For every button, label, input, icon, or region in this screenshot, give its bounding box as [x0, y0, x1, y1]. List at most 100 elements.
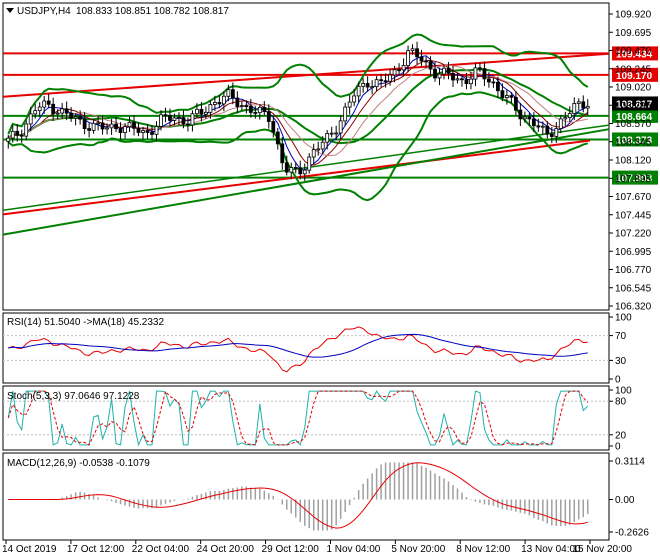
rsi-panel-frame: [2, 312, 610, 384]
candle-body: [10, 130, 15, 139]
candle-body: [343, 106, 348, 122]
candle-body: [460, 78, 464, 81]
level-tag-109.434: [612, 46, 658, 61]
candle-body: [19, 134, 24, 137]
stoch-label: Stoch(5,3,3) 97.0646 97.1228: [7, 391, 140, 402]
candle-body: [356, 85, 361, 97]
upper-trendline: [2, 52, 610, 98]
y-tick-label: 109.470: [615, 46, 652, 57]
candle-body: [132, 121, 136, 129]
candle-body: [208, 104, 213, 113]
candle-body: [442, 67, 446, 75]
candle-body: [15, 130, 20, 136]
y-tick-label: 109.920: [615, 10, 652, 21]
candle-body: [221, 95, 226, 105]
candle-body: [127, 121, 132, 128]
candle-body: [275, 131, 280, 145]
symbol-dropdown-icon[interactable]: [6, 8, 14, 13]
level-tag-107.903: [612, 170, 658, 185]
candle-body: [235, 97, 240, 108]
candle-body: [446, 67, 451, 74]
candle-body: [536, 125, 541, 128]
level-tag-label: 109.434: [616, 49, 653, 60]
candle-body: [311, 149, 316, 158]
candle-body: [581, 101, 586, 109]
rsi-line: [8, 326, 588, 373]
candle-body: [69, 112, 74, 119]
candle-body: [257, 106, 262, 114]
y-tick-label: 108.345: [615, 137, 652, 148]
candle-body: [329, 132, 334, 135]
macd-signal-line: [8, 462, 588, 529]
candle-body: [262, 106, 267, 113]
candle-body: [361, 83, 366, 87]
candle-body: [212, 102, 217, 105]
candle-body: [388, 74, 392, 82]
candle-body: [554, 128, 559, 137]
candle-body: [96, 122, 100, 125]
x-tick-label: 17 Oct 12:00: [67, 544, 125, 555]
y-tick-label: 107.895: [615, 174, 652, 185]
candle-body: [469, 78, 473, 85]
candle-body: [410, 48, 415, 52]
candle-body: [397, 69, 401, 72]
candle-body: [374, 79, 379, 88]
y-tick-label: 107.220: [615, 229, 652, 240]
candle-body: [522, 116, 527, 120]
y-tick-label: 106.770: [615, 265, 652, 276]
macd-tick-label: -0.2626: [615, 528, 649, 539]
x-tick-label: 13 Nov 04:00: [521, 544, 581, 555]
candle-body: [473, 67, 478, 80]
candle-body: [540, 125, 545, 128]
candle-body: [46, 100, 51, 105]
symbol-label: USDJPY,H4: [17, 6, 71, 17]
candle-body: [195, 108, 199, 115]
candle-body: [204, 111, 208, 115]
macd-label: MACD(12,26,9) -0.0538 -0.1079: [7, 458, 150, 469]
x-tick-label: 1 Nov 04:00: [326, 544, 380, 555]
candle-body: [370, 86, 375, 89]
candle-body: [172, 117, 177, 121]
candle-body: [482, 68, 487, 80]
candle-body: [455, 78, 460, 81]
candle-body: [42, 100, 47, 108]
stoch-main-line: [7, 390, 589, 447]
candle-body: [406, 50, 410, 66]
level-tag-label: 109.170: [616, 71, 653, 82]
candle-body: [352, 95, 357, 103]
candle-body: [379, 79, 384, 82]
x-tick-label: 14 Oct 2019: [2, 544, 57, 555]
candle-body: [392, 69, 397, 76]
candle-body: [109, 123, 114, 129]
candle-body: [73, 116, 78, 119]
rsi-label: RSI(14) 51.5040 ->MA(18) 45.2332: [7, 317, 164, 328]
candle-body: [177, 117, 181, 119]
macd-tick-label: 0.00: [615, 495, 635, 506]
x-tick-label: 15 Nov 20:00: [573, 544, 633, 555]
candle-body: [500, 90, 505, 99]
candle-body: [55, 112, 60, 115]
stoch-signal-line: [7, 390, 589, 446]
candle-body: [491, 81, 496, 84]
level-tag-label: 108.373: [616, 135, 653, 146]
y-tick-label: 108.795: [615, 101, 652, 112]
candle-body: [585, 105, 590, 109]
candle-body: [527, 116, 532, 120]
mid-green-trendline: [2, 124, 610, 212]
candle-body: [419, 56, 424, 62]
macd-panel-frame: [2, 452, 610, 541]
candle-body: [123, 126, 127, 133]
rsi-tick-label: 30: [615, 356, 627, 367]
candle-body: [271, 121, 276, 133]
candle-body: [37, 106, 42, 112]
ma-mid: [7, 64, 588, 157]
candle-body: [567, 113, 572, 118]
candle-body: [78, 116, 83, 120]
candle-body: [307, 156, 312, 171]
candle-body: [199, 108, 204, 115]
candle-body: [64, 108, 69, 114]
candle-body: [230, 89, 235, 99]
candle-body: [545, 125, 550, 135]
stoch-tick-label: 100: [615, 386, 632, 397]
